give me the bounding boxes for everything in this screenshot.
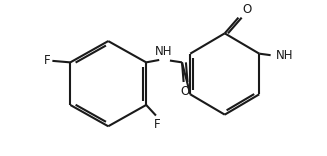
Text: O: O [242,3,251,16]
Text: F: F [44,54,51,67]
Text: F: F [154,118,161,131]
Text: NH: NH [276,49,293,62]
Text: NH: NH [155,45,173,58]
Text: O: O [181,85,190,98]
